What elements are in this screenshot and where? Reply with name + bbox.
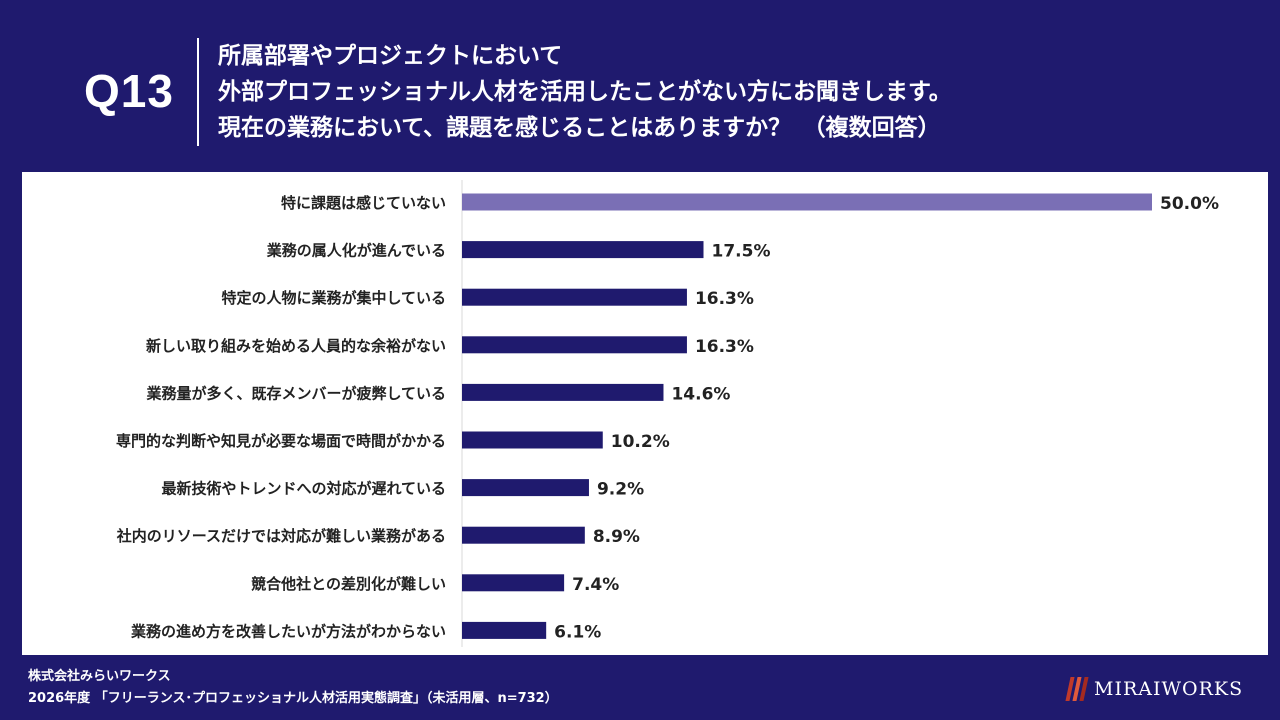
bar <box>462 288 687 306</box>
category-label: 業務の属人化が進んでいる <box>266 242 446 260</box>
logo-mark-icon <box>1065 677 1089 701</box>
category-label: 競合他社との差別化が難しい <box>251 575 446 593</box>
footer-company: 株式会社みらいワークス <box>28 669 171 684</box>
category-label: 社内のリソースだけでは対応が難しい業務がある <box>116 527 446 545</box>
value-label: 6.1% <box>554 622 601 642</box>
bar <box>462 241 704 259</box>
bar <box>462 336 687 354</box>
bar <box>462 526 585 544</box>
question-text: 所属部署やプロジェクトにおいて 外部プロフェッショナル人材を活用したことがない方… <box>218 38 1240 146</box>
question-number: Q13 <box>84 65 174 117</box>
value-label: 17.5% <box>712 242 771 262</box>
value-label: 50.0% <box>1160 194 1219 214</box>
bars <box>462 193 1152 639</box>
value-label: 14.6% <box>671 384 730 404</box>
value-labels: 50.0% 17.5% 16.3% 16.3% 14.6% 10.2% 9.2% 8.9% 7.… <box>554 194 1219 642</box>
value-label: 16.3% <box>695 289 754 309</box>
question-line-3: 現在の業務において、課題を感じることはありますか？ （複数回答） <box>218 115 941 141</box>
category-label: 専門的な判断や知見が必要な場面で時間がかかる <box>116 432 446 450</box>
mirai-works-logo: MIRAIWORKS <box>1065 674 1244 704</box>
question-divider <box>197 38 199 146</box>
footer: 株式会社みらいワークス 2026年度 「フリーランス･プロフェッショナル人材活用… <box>28 666 558 710</box>
category-label: 業務の進め方を改善したいが方法がわからない <box>130 622 446 640</box>
category-label: 特定の人物に業務が集中している <box>221 289 446 307</box>
category-label: 業務量が多く、既存メンバーが疲弊している <box>145 384 446 402</box>
question-line-1: 所属部署やプロジェクトにおいて <box>218 43 563 69</box>
logo-text: MIRAIWORKS <box>1094 678 1244 700</box>
footer-source: 2026年度 「フリーランス･プロフェッショナル人材活用実態調査」（未活用層、n… <box>28 691 558 706</box>
category-label: 新しい取り組みを始める人員的な余裕がない <box>146 337 446 355</box>
bar <box>462 479 589 497</box>
category-label: 特に課題は感じていない <box>281 194 446 212</box>
value-label: 10.2% <box>611 432 670 452</box>
value-label: 8.9% <box>593 527 640 547</box>
category-labels: 特に課題は感じていない業務の属人化が進んでいる特定の人物に業務が集中している新し… <box>116 194 446 640</box>
bar <box>462 574 565 592</box>
bar <box>462 383 664 401</box>
question-line-2: 外部プロフェッショナル人材を活用したことがない方にお聞きします。 <box>218 79 952 105</box>
value-label: 9.2% <box>597 480 644 500</box>
category-label: 最新技術やトレンドへの対応が遅れている <box>161 480 446 498</box>
value-label: 16.3% <box>695 337 754 357</box>
value-label: 7.4% <box>572 575 619 595</box>
bar <box>462 431 603 449</box>
bar <box>462 193 1152 211</box>
chart-panel: 特に課題は感じていない業務の属人化が進んでいる特定の人物に業務が集中している新し… <box>22 172 1268 655</box>
bar <box>462 621 547 639</box>
bar-chart: 特に課題は感じていない業務の属人化が進んでいる特定の人物に業務が集中している新し… <box>116 180 1219 647</box>
